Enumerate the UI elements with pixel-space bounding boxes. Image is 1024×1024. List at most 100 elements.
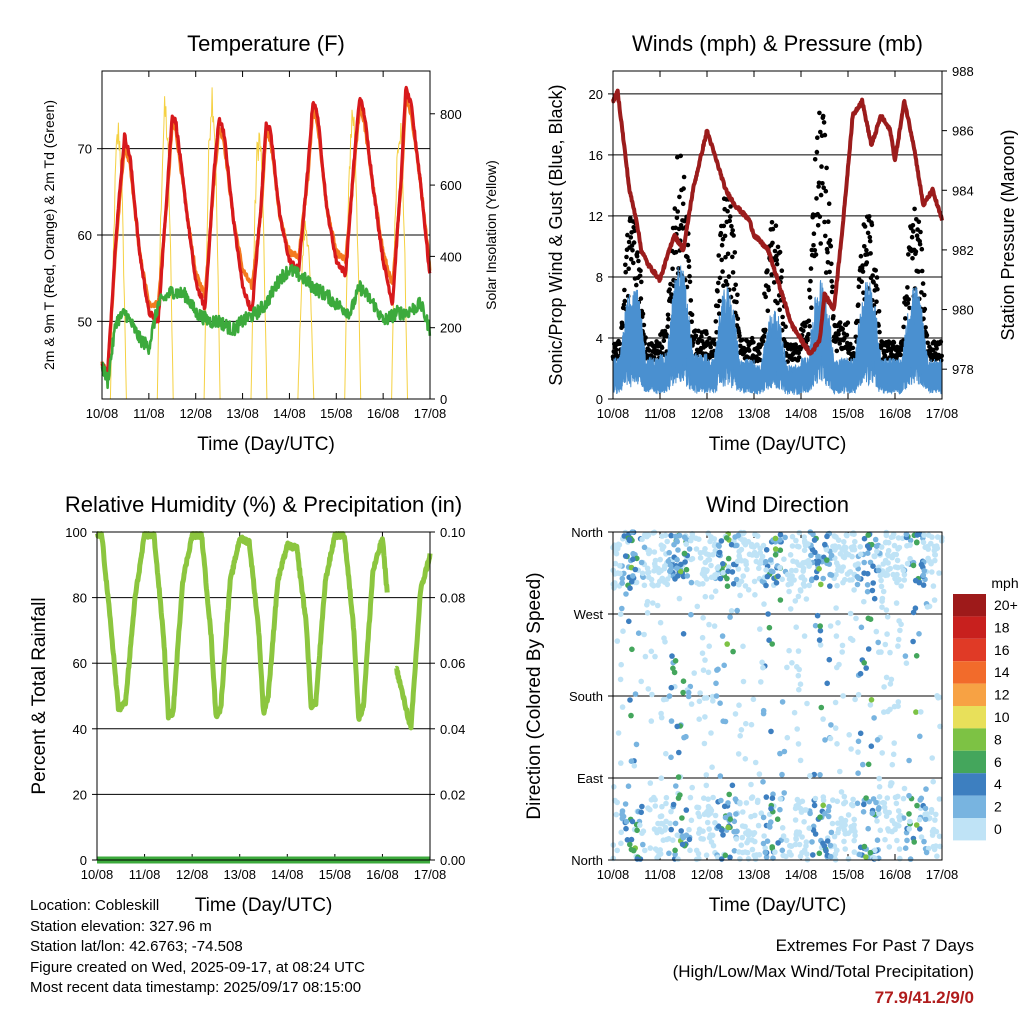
gust-point [737, 333, 742, 339]
direction-point [875, 567, 882, 574]
direction-point [769, 641, 775, 647]
direction-point [748, 721, 755, 728]
gust-point [877, 329, 882, 335]
gust-point [746, 348, 752, 353]
gust-point [708, 344, 713, 350]
direction-point [847, 635, 854, 642]
gust-point [858, 253, 864, 259]
direction-point [763, 567, 769, 573]
direction-point [748, 795, 755, 801]
y-axis-label: Direction (Colored By Speed) [524, 572, 545, 819]
colorbar-swatch [953, 773, 986, 796]
direction-point [691, 670, 697, 676]
direction-point [694, 603, 701, 610]
direction-point [702, 593, 709, 600]
y2-tick-label: 0.06 [440, 656, 465, 671]
gust-point [631, 260, 636, 266]
direction-point [795, 593, 802, 600]
direction-point [703, 772, 710, 778]
direction-point [820, 840, 826, 847]
direction-point [916, 816, 923, 823]
gust-point [842, 335, 847, 341]
solar-curve [203, 87, 221, 400]
direction-point [807, 773, 813, 779]
direction-point [844, 571, 851, 577]
gust-point [731, 233, 736, 238]
gust-point [806, 318, 812, 324]
direction-point [705, 669, 712, 676]
y-tick-label: 8 [596, 270, 603, 285]
y2-tick-label: 988 [952, 64, 974, 79]
gust-point [675, 209, 680, 214]
direction-point [670, 801, 677, 808]
direction-point [620, 628, 626, 634]
direction-point [835, 563, 841, 569]
direction-point [658, 775, 665, 781]
direction-point [924, 604, 931, 610]
gust-point [761, 333, 767, 339]
gust-point [809, 305, 814, 311]
station-info: Location: Cobleskill Station elevation: … [30, 896, 365, 999]
gust-point [919, 268, 925, 274]
gust-point [860, 269, 866, 274]
direction-point [728, 608, 735, 614]
direction-point [639, 803, 645, 810]
direction-point [721, 803, 728, 810]
direction-point [722, 814, 729, 821]
colorbar-label: 12 [994, 687, 1010, 703]
gust-point [667, 287, 672, 292]
direction-point [871, 595, 878, 602]
plot-frame [96, 531, 431, 861]
gust-point [661, 338, 667, 344]
direction-point [683, 807, 690, 813]
direction-point [850, 796, 856, 803]
direction-point [756, 771, 763, 777]
y-tick-label: East [577, 771, 603, 786]
direction-point [701, 740, 708, 747]
gust-point [827, 269, 832, 275]
gust-point [673, 249, 679, 255]
colorbar-swatch [953, 728, 986, 751]
direction-point [808, 577, 815, 584]
direction-point [923, 786, 929, 792]
direction-point [745, 837, 752, 843]
colorbar-label: 18 [994, 619, 1010, 635]
gust-point [909, 234, 915, 240]
colorbar-swatch [953, 661, 986, 684]
direction-point [851, 849, 858, 855]
direction-point [827, 735, 834, 742]
direction-point [710, 698, 716, 704]
direction-point [738, 842, 745, 848]
direction-point [855, 749, 861, 755]
direction-point [795, 672, 802, 679]
gust-point [831, 314, 836, 319]
direction-point [780, 833, 787, 839]
gust-point [783, 324, 788, 330]
direction-point [708, 594, 715, 600]
direction-point [624, 837, 631, 843]
gust-point [830, 284, 835, 290]
direction-point [881, 684, 887, 690]
gust-point [635, 250, 640, 255]
direction-point [792, 817, 799, 823]
direction-point [896, 814, 902, 820]
y-tick-label: 60 [73, 656, 87, 671]
direction-point [768, 805, 774, 812]
direction-point [861, 598, 867, 605]
timestamp-text: Most recent data timestamp: 2025/09/17 0… [30, 979, 362, 996]
x-tick-label: 14/08 [785, 867, 818, 882]
direction-point [857, 544, 863, 550]
direction-point [893, 800, 900, 807]
direction-point [738, 727, 745, 733]
direction-point [729, 782, 736, 789]
direction-point [641, 582, 648, 589]
direction-point [634, 827, 640, 834]
direction-point [869, 587, 876, 594]
direction-point [678, 561, 684, 568]
direction-point [784, 734, 791, 741]
direction-point [686, 546, 693, 552]
direction-point [733, 576, 740, 583]
direction-point [861, 559, 867, 566]
direction-point [900, 795, 907, 802]
direction-point [826, 656, 833, 663]
